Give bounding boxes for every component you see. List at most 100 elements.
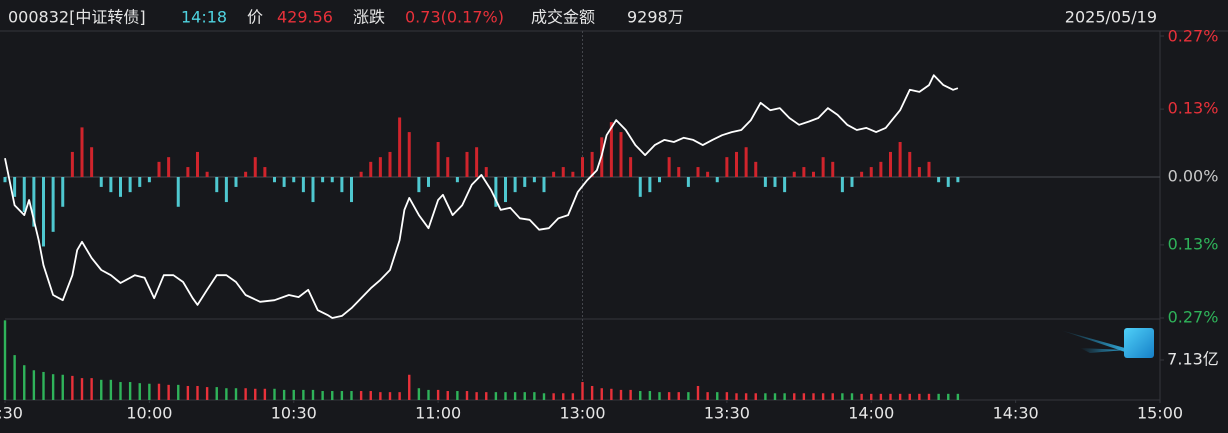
momentum-bar — [735, 151, 738, 177]
decoration — [1060, 330, 1125, 352]
momentum-bar — [340, 177, 344, 193]
volume-bar — [485, 392, 488, 400]
momentum-bar — [167, 157, 171, 177]
y-tick-label: 0.27% — [1168, 308, 1219, 327]
volume-bar — [744, 393, 748, 400]
momentum-bar — [359, 171, 363, 177]
volume-bar — [898, 393, 902, 400]
volume-bar — [716, 392, 719, 400]
volume-bar — [725, 392, 729, 400]
momentum-bar — [802, 167, 806, 177]
volume-bar — [677, 392, 680, 400]
x-tick-label: 15:00 — [1137, 404, 1183, 423]
momentum-bar — [773, 177, 777, 187]
momentum-bar — [292, 177, 296, 183]
volume-bar — [465, 391, 469, 400]
momentum-bar — [667, 157, 671, 177]
momentum-bar — [215, 177, 219, 193]
volume-bar — [629, 389, 632, 400]
momentum-bar — [658, 177, 661, 183]
volume-bar — [215, 387, 218, 400]
volume-bar — [71, 375, 74, 400]
momentum-bar — [513, 177, 517, 193]
momentum-bar — [956, 177, 960, 183]
momentum-bar — [908, 151, 912, 177]
momentum-bar — [532, 177, 536, 183]
momentum-bar — [629, 157, 633, 177]
volume-bar — [648, 391, 652, 400]
volume-bar — [687, 392, 690, 400]
momentum-bar — [638, 177, 642, 197]
y-tick-label: 0.27% — [1168, 27, 1219, 46]
momentum-bar — [378, 157, 382, 177]
momentum-bar — [840, 177, 844, 193]
momentum-bar — [42, 177, 45, 247]
volume-bar — [109, 379, 113, 400]
momentum-bar — [581, 157, 584, 177]
volume-bar — [234, 388, 238, 400]
momentum-bar — [475, 147, 479, 177]
volume-bar — [706, 392, 709, 400]
volume-bar — [494, 392, 498, 400]
volume-bar — [3, 320, 7, 400]
y-tick-label: 0.13% — [1168, 234, 1219, 253]
volume-bar — [918, 393, 921, 400]
volume-bar — [831, 393, 834, 400]
volume-bar — [350, 391, 353, 400]
volume-bar — [812, 393, 815, 400]
momentum-bar — [186, 167, 190, 177]
momentum-bar — [224, 177, 228, 203]
volume-bar — [793, 393, 796, 400]
price: 429.56 — [277, 8, 333, 27]
momentum-bar — [619, 132, 623, 177]
volume-bar — [282, 389, 286, 400]
momentum-bar — [831, 161, 835, 177]
volume-bar — [639, 391, 642, 400]
x-tick-label: 10:00 — [126, 404, 172, 423]
momentum-bar — [80, 127, 84, 177]
momentum-bar — [465, 151, 469, 177]
momentum-bar — [282, 177, 286, 187]
momentum-bar — [484, 167, 488, 177]
volume-bar — [619, 389, 623, 400]
x-tick-label: 11:00 — [415, 404, 461, 423]
momentum-bar — [436, 142, 440, 177]
momentum-bar — [311, 177, 315, 203]
momentum-bar — [138, 177, 142, 187]
momentum-bar — [407, 132, 411, 177]
volume-bar — [523, 392, 526, 400]
volume-bar — [119, 382, 122, 400]
volume-bar — [600, 388, 603, 400]
momentum-bar — [571, 171, 575, 177]
momentum-bar — [523, 177, 527, 187]
volume-bar — [128, 382, 132, 400]
volume-bar — [157, 383, 161, 400]
momentum-bar — [917, 167, 921, 177]
header: 000832[中证转债] 14:18 价 429.56 涨跌 0.73(0.17… — [8, 8, 1157, 27]
momentum-bar — [561, 167, 565, 177]
volume-bar — [542, 393, 546, 400]
volume-bar — [61, 374, 64, 400]
volume-bar — [138, 383, 141, 400]
volume-bar — [446, 391, 449, 400]
momentum-bar — [946, 177, 950, 187]
momentum-bar — [937, 177, 941, 183]
x-tick-label: 9:30 — [0, 404, 23, 423]
momentum-bar — [176, 177, 180, 207]
volume-bar — [581, 382, 584, 400]
momentum-bar — [455, 177, 459, 183]
momentum-bar — [388, 151, 392, 177]
volume-bar — [956, 393, 960, 400]
momentum-bar — [196, 151, 199, 177]
momentum-bar — [879, 161, 883, 177]
volume-bar — [23, 365, 26, 400]
volume-bar — [947, 393, 950, 400]
momentum-bar — [90, 147, 94, 177]
momentum-bar — [234, 177, 238, 187]
momentum-bar — [706, 171, 710, 177]
amount-label: 成交金额 — [531, 8, 595, 27]
momentum-bar — [273, 177, 276, 183]
volume-bar — [658, 392, 661, 400]
momentum-bar — [725, 157, 729, 177]
